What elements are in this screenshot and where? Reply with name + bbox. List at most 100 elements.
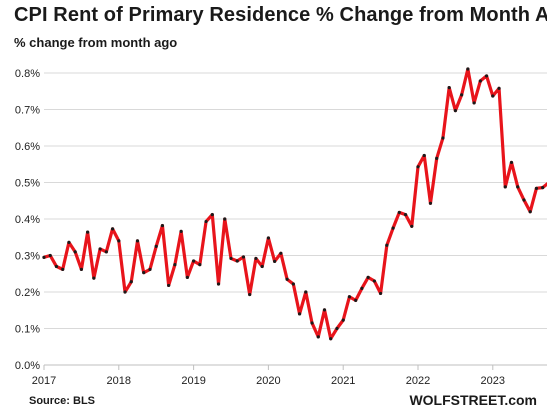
data-point [360,286,364,290]
data-point [248,292,252,297]
data-point [534,186,539,190]
data-point [104,250,108,254]
data-point [135,239,140,243]
data-point [179,229,183,234]
y-tick-label: 0.0% [15,360,40,372]
data-point [466,67,470,71]
data-point [279,251,283,255]
data-point [329,337,333,341]
data-point [110,227,115,231]
data-point [223,217,227,221]
data-point [273,259,277,263]
gridlines [44,72,547,366]
data-point [397,210,401,215]
data-point [148,267,152,271]
series-layer [42,67,547,341]
data-point [173,263,177,267]
data-point [528,210,532,214]
data-point [185,275,189,279]
data-point [403,213,408,217]
data-point [379,291,383,296]
data-point [509,160,514,165]
data-point [322,308,327,312]
y-tick-label: 0.7% [15,105,40,117]
data-point [435,156,439,161]
data-point [341,318,345,322]
data-point [316,335,320,339]
data-point [167,283,171,288]
data-point [372,279,376,283]
y-tick-label: 0.1% [15,324,40,336]
data-point [235,259,239,263]
data-point [422,153,426,158]
y-tick-label: 0.3% [15,251,40,263]
y-tick-label: 0.8% [15,68,40,80]
chart-title: CPI Rent of Primary Residence % Change f… [14,4,547,26]
data-point [117,239,121,243]
data-point [266,236,270,240]
data-point [291,282,295,286]
data-point [441,136,445,140]
y-tick-label: 0.5% [15,178,40,190]
data-point [198,263,202,267]
y-tick-label: 0.6% [15,141,40,153]
data-point [285,277,289,281]
x-axis-ticks: 2017 2018 2019 2020 2021 2022 2023 [32,365,505,387]
data-point [304,290,308,294]
x-tick-label: 2023 [481,375,505,387]
data-point [216,282,221,286]
data-point [210,213,214,217]
data-point [154,244,158,248]
y-tick-label: 0.4% [15,214,40,226]
data-point [241,255,246,259]
markers-layer [42,67,545,341]
data-point [503,185,507,189]
data-point [67,240,71,244]
data-point [391,226,395,230]
data-point [92,276,96,280]
data-point [347,295,352,299]
data-point [310,321,314,325]
data-point [54,264,59,269]
data-point [48,253,52,258]
x-tick-label: 2021 [331,375,355,387]
x-tick-label: 2017 [32,375,56,387]
data-point [453,108,457,113]
data-point [98,247,102,251]
x-tick-label: 2019 [181,375,205,387]
data-point [460,93,464,97]
data-point [410,224,414,228]
data-point [79,267,83,271]
x-tick-label: 2020 [256,375,280,387]
data-point [73,250,77,254]
data-point [335,326,339,331]
data-point [497,86,501,90]
data-point [522,198,526,202]
data-point [142,271,146,275]
data-point [297,312,302,316]
data-point [428,201,433,205]
x-tick-label: 2018 [107,375,131,387]
data-point [541,186,545,190]
data-point [129,280,133,284]
data-point [86,230,90,234]
data-point [204,219,208,224]
data-point [491,94,495,98]
data-point [260,264,264,269]
data-point [42,255,46,259]
data-point [484,74,489,78]
x-tick-label: 2022 [406,375,430,387]
data-point [416,165,420,169]
data-point [192,259,196,263]
data-point [385,243,389,247]
data-point [123,290,127,294]
data-point [478,79,482,83]
data-point [61,267,65,271]
data-point [366,275,370,279]
data-point [447,86,451,90]
data-point [254,256,258,261]
data-point [472,101,476,105]
data-point [516,185,520,189]
source-note: Source: BLS [29,395,96,407]
